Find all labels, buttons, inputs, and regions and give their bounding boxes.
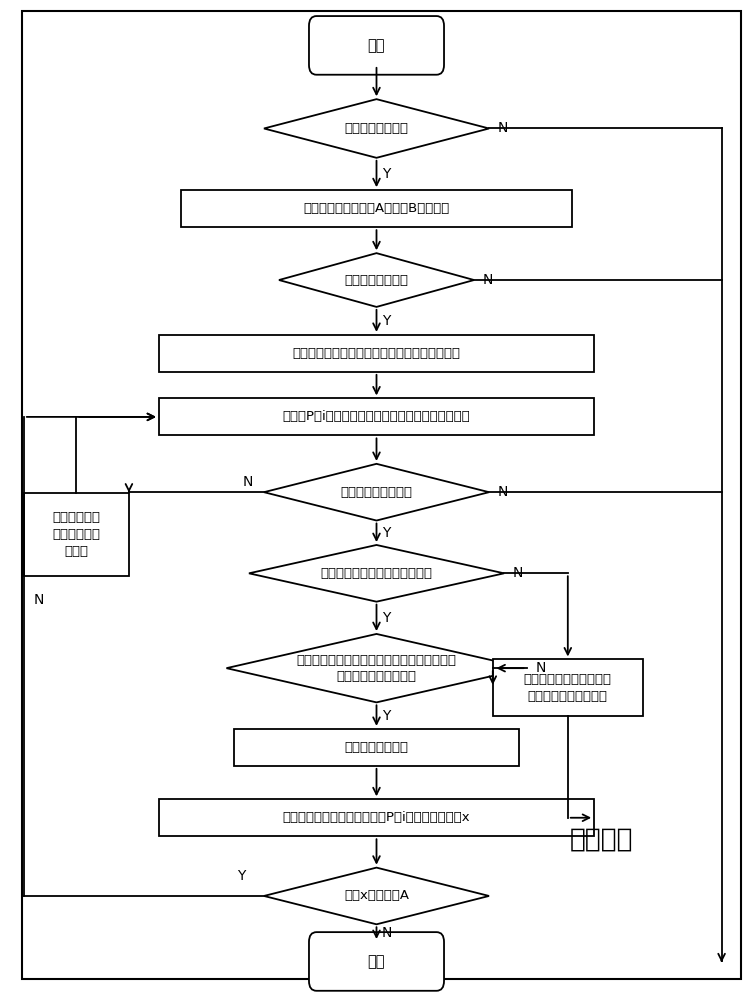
Text: 判断x是否小于A: 判断x是否小于A	[344, 889, 409, 902]
Text: N: N	[242, 475, 253, 489]
Text: 结束: 结束	[367, 954, 386, 969]
Text: 开始: 开始	[367, 38, 386, 53]
Text: 是否在节能模式下: 是否在节能模式下	[345, 122, 408, 135]
Text: Y: Y	[382, 526, 390, 540]
Bar	[159, 799, 594, 836]
Bar	[181, 190, 572, 227]
Text: 物理机P（i）上的虚拟机按硬件配置从高到低排成表: 物理机P（i）上的虚拟机按硬件配置从高到低排成表	[282, 410, 471, 423]
Polygon shape	[279, 253, 474, 307]
Text: 节能调度: 节能调度	[570, 826, 633, 852]
Text: 去掉调度因素值小于A和大于B的物理机: 去掉调度因素值小于A和大于B的物理机	[303, 202, 450, 215]
Text: 该虚拟机是否在特定虚拟机组中: 该虚拟机是否在特定虚拟机组中	[321, 567, 432, 580]
Text: 剩下的物理机按调度因素的值从小到大排序成表: 剩下的物理机按调度因素的值从小到大排序成表	[292, 347, 461, 360]
Polygon shape	[264, 868, 489, 924]
Text: Y: Y	[382, 314, 390, 328]
Text: 将虚拟机迁移过去: 将虚拟机迁移过去	[345, 741, 408, 754]
Text: N: N	[483, 273, 493, 287]
Text: 能否在物理机列表中按顺序找到第一台在对应
特定节点组中的物理机: 能否在物理机列表中按顺序找到第一台在对应 特定节点组中的物理机	[297, 654, 456, 683]
FancyBboxPatch shape	[309, 16, 444, 75]
Text: N: N	[498, 121, 508, 135]
Bar	[234, 729, 519, 766]
Bar	[159, 398, 594, 435]
Text: Y: Y	[382, 611, 390, 625]
Bar	[159, 335, 594, 372]
Text: 是否有剩余物理机: 是否有剩余物理机	[345, 274, 408, 287]
Polygon shape	[264, 99, 489, 158]
Text: N: N	[498, 485, 508, 499]
Text: N: N	[382, 926, 392, 940]
Text: 获取排首位的虚拟机: 获取排首位的虚拟机	[340, 486, 413, 499]
Polygon shape	[249, 545, 504, 602]
Text: N: N	[513, 566, 523, 580]
Text: 将该虚拟迁移到物理机列
表中排首位的物理机上: 将该虚拟迁移到物理机列 表中排首位的物理机上	[524, 673, 611, 703]
Bar	[492, 659, 643, 716]
Bar	[24, 493, 129, 576]
Polygon shape	[264, 464, 489, 521]
Text: 不迁移，将该
虚拟机从列表
中删除: 不迁移，将该 虚拟机从列表 中删除	[53, 511, 100, 558]
Text: 完成迁移后，重新采集物理机P（i）的调度因素值x: 完成迁移后，重新采集物理机P（i）的调度因素值x	[282, 811, 471, 824]
Text: Y: Y	[382, 709, 390, 723]
FancyBboxPatch shape	[309, 932, 444, 991]
Text: N: N	[34, 593, 44, 607]
Text: Y: Y	[237, 869, 245, 883]
Text: N: N	[535, 661, 546, 675]
Polygon shape	[227, 634, 526, 702]
Text: Y: Y	[382, 167, 390, 181]
